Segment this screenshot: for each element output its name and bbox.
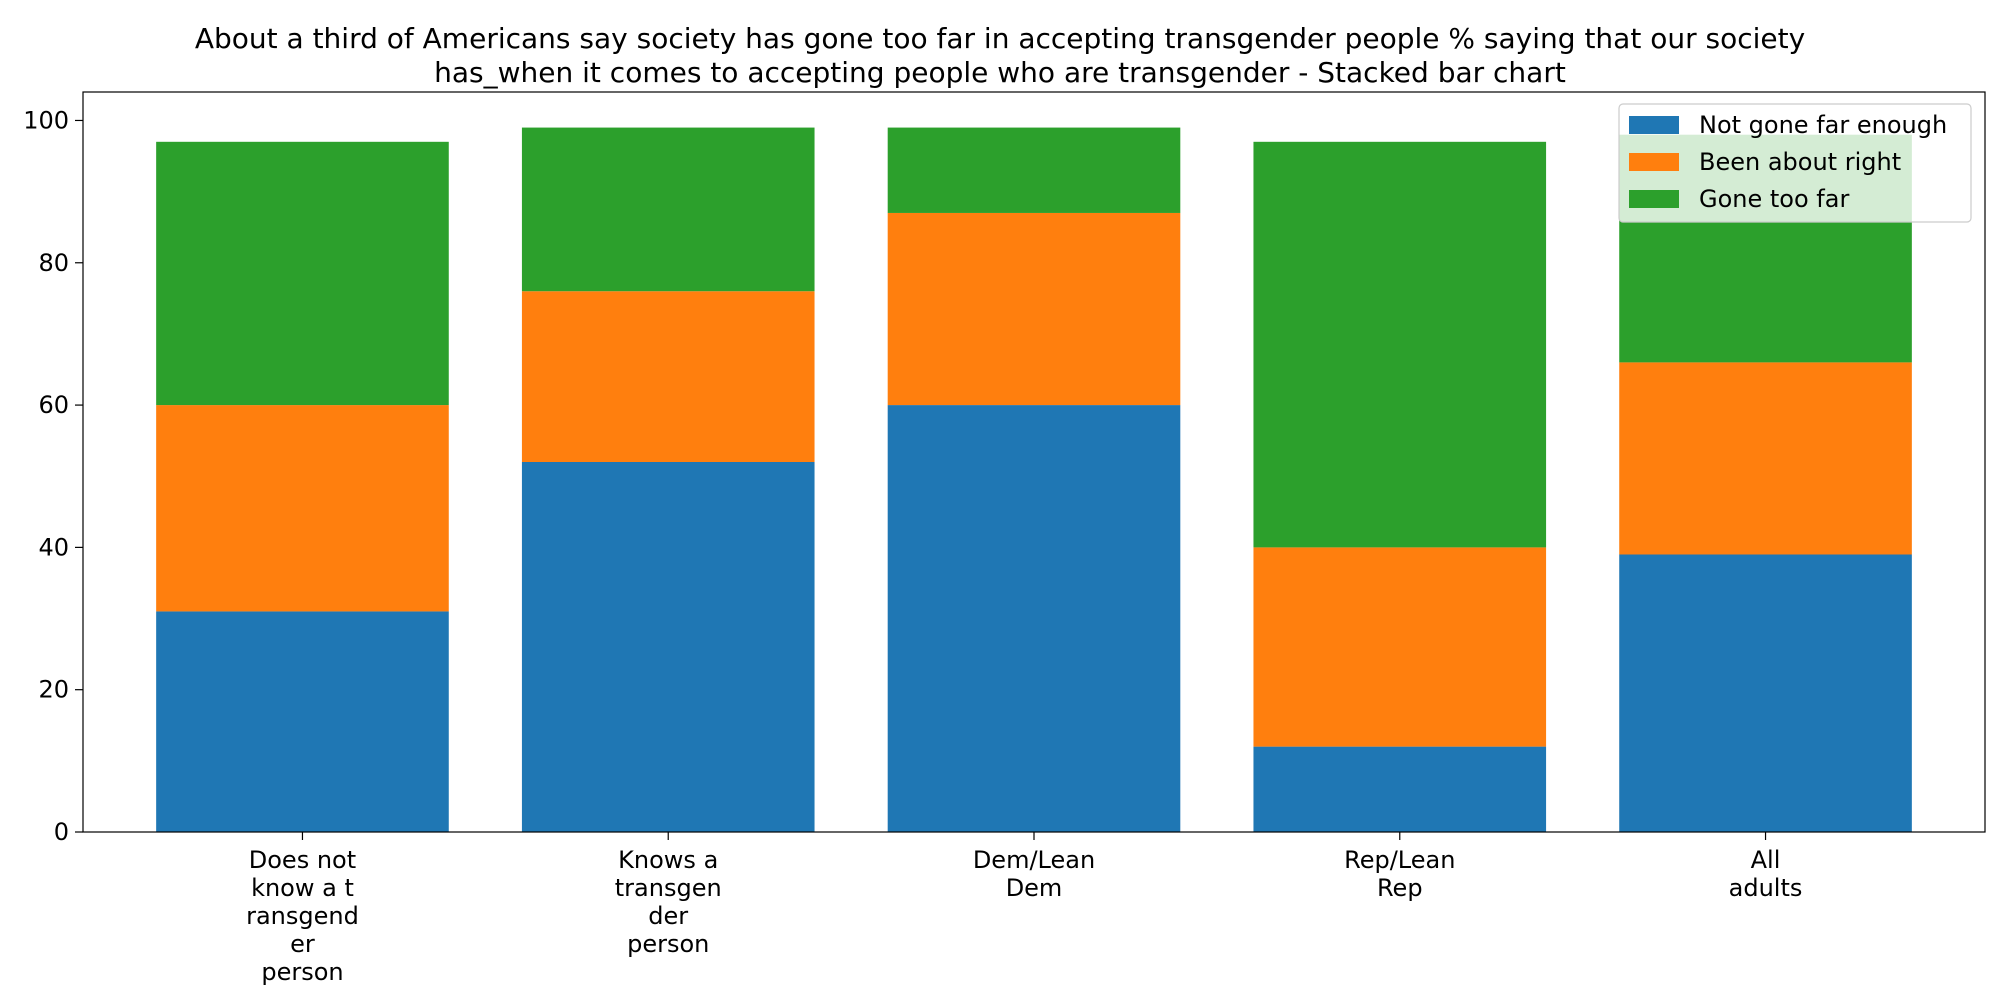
- legend[interactable]: Not gone far enough Been about right Gone …: [1618, 103, 1972, 223]
- y-tick-label: 20: [38, 676, 69, 704]
- x-tick-label: Dem/Lean: [973, 846, 1095, 874]
- bar-segment: [887, 212, 1181, 406]
- x-tick-label: der: [648, 902, 688, 930]
- x-tick-label: transgen: [615, 874, 722, 902]
- legend-swatch: [1629, 116, 1679, 134]
- legend-swatch: [1629, 153, 1679, 171]
- bar-segment: [156, 405, 449, 612]
- x-tick-label: Does not: [249, 846, 356, 874]
- x-tick-label: Rep/Lean: [1344, 846, 1455, 874]
- y-tick-label: 40: [38, 533, 69, 561]
- y-tick-label: 100: [23, 106, 69, 134]
- bar-segment: [887, 405, 1181, 832]
- bar-segment: [1253, 547, 1547, 747]
- bar-segment: [521, 127, 815, 292]
- x-tick-label: adults: [1729, 874, 1803, 902]
- chart-title: About a third of Americans say society h…: [195, 22, 1805, 89]
- x-tick-label: All: [1751, 846, 1781, 874]
- x-tick-label: Knows a: [618, 846, 718, 874]
- x-tick-label: Dem: [1006, 874, 1063, 902]
- y-tick-label: 80: [38, 249, 69, 277]
- chart-title-line: About a third of Americans say society h…: [195, 22, 1805, 55]
- bar-segment: [1253, 141, 1547, 548]
- bars: [156, 127, 1912, 832]
- x-tick-label: know a t: [251, 874, 354, 902]
- legend-label: Not gone far enough: [1699, 111, 1947, 139]
- bar-segment: [1619, 554, 1912, 832]
- legend-swatch: [1629, 190, 1679, 208]
- x-tick-label: person: [261, 958, 343, 986]
- legend-box: [1618, 103, 1972, 223]
- x-tick-label: ransgend: [246, 902, 359, 930]
- bar-segment: [1619, 362, 1912, 555]
- bar-segment: [1253, 746, 1547, 832]
- legend-label: Gone too far: [1699, 185, 1849, 213]
- x-tick-label: person: [627, 930, 709, 958]
- bar-segment: [887, 127, 1181, 213]
- x-tick-label: er: [290, 930, 315, 958]
- chart-title-line: has_when it comes to accepting people wh…: [434, 56, 1566, 89]
- legend-label: Been about right: [1699, 148, 1901, 176]
- bar-segment: [156, 611, 449, 832]
- y-tick-label: 60: [38, 391, 69, 419]
- bar-segment: [521, 462, 815, 832]
- y-tick-label: 0: [54, 818, 69, 846]
- bar-segment: [156, 141, 449, 406]
- bar-segment: [521, 291, 815, 462]
- x-tick-label: Rep: [1377, 874, 1423, 902]
